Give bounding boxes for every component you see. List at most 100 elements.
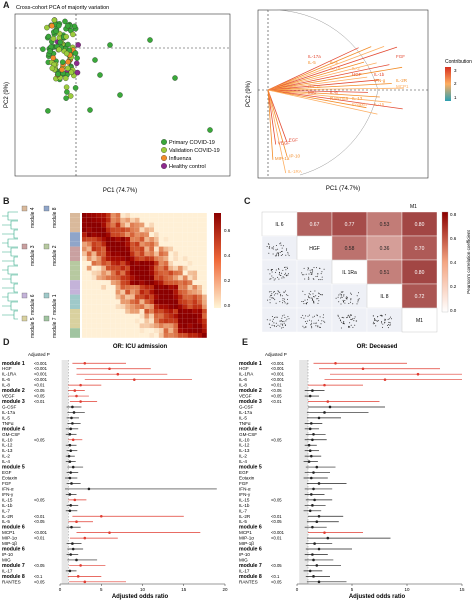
row-label: FGF [2, 481, 11, 486]
heatmap-cell [110, 256, 116, 261]
estimate-point [310, 422, 313, 425]
heatmap-cell [187, 227, 193, 233]
heatmap-cell [149, 309, 154, 314]
row-label: IL-2 [2, 454, 10, 459]
heatmap-cell [149, 323, 154, 329]
scatter-dot [319, 267, 321, 269]
scatter-dot [280, 295, 281, 297]
estimate-point [311, 438, 314, 442]
x-tick-label: 0 [59, 587, 62, 592]
scatter-dot [283, 277, 285, 279]
panel-d-xlabel: Adjusted odds ratio [112, 594, 169, 600]
heatmap-cell [158, 270, 164, 276]
heatmap-cell [130, 237, 135, 242]
loading-arrow [267, 61, 365, 91]
heatmap-cell [192, 261, 198, 266]
heatmap-cell [202, 285, 207, 290]
module-row-band [70, 217, 80, 223]
heatmap-cell [202, 294, 207, 300]
module-row-band [70, 328, 80, 333]
heatmap-cell [178, 213, 183, 218]
row-label: IL-4 [239, 459, 247, 464]
heatmap-cell [115, 299, 121, 305]
module-label: module 7 [52, 317, 58, 338]
scatter-dot [286, 303, 288, 305]
heatmap-cell [139, 246, 145, 252]
scatter-dot [268, 252, 270, 254]
heatmap-cell [154, 333, 159, 338]
heatmap-cell [106, 333, 111, 338]
loading-arrow [267, 47, 359, 91]
scatter-dot [303, 267, 305, 269]
panel-a-title: Cross-cohort PCA of majority variation [16, 5, 109, 11]
scatter-dot [313, 267, 315, 268]
heatmap-cell [187, 241, 193, 247]
scatter-dot [284, 298, 286, 300]
estimate-point [75, 520, 78, 524]
heatmap-cell [182, 246, 188, 252]
heatmap-cell [91, 309, 97, 314]
scatter-dot [278, 254, 280, 256]
heatmap-cell [197, 313, 202, 319]
scatter-dot [373, 321, 375, 323]
heatmap-cell [96, 289, 102, 295]
heatmap-cell [82, 309, 87, 314]
heatmap-cell [91, 275, 97, 281]
heatmap-cell [120, 251, 126, 257]
heatmap-cell [120, 246, 126, 252]
row-label: module 2 [239, 388, 262, 394]
heatmap-cell [182, 299, 188, 305]
row-label: RANTES [239, 579, 258, 584]
heatmap-cell [158, 217, 164, 223]
row-label: module 1 [239, 361, 262, 367]
estimate-point [317, 514, 321, 518]
heatmap-cell [120, 328, 126, 333]
heatmap-cell [139, 232, 145, 237]
heatmap-cell [96, 261, 102, 266]
loading-arrow [267, 83, 392, 91]
loading-label: IFN-g [374, 78, 386, 83]
loading-arrow [267, 89, 367, 109]
scatter-dot [309, 294, 311, 296]
scatter-dot [308, 292, 310, 294]
heatmap-cell [192, 213, 198, 218]
heatmap-cell [168, 333, 174, 338]
heatmap-cell [96, 217, 102, 223]
row-label: module 2 [2, 388, 25, 394]
heatmap-cell [110, 323, 116, 329]
row-label: EGF [239, 470, 249, 475]
scatter-dot [279, 320, 281, 322]
scatter-dot [274, 255, 276, 257]
row-adj-p: <0.001 [34, 377, 48, 382]
heatmap-cell [168, 265, 174, 271]
row-adj-p: <0.01 [34, 383, 45, 388]
scatter-dot [307, 299, 308, 301]
heatmap-cell [192, 328, 198, 333]
heatmap-cell [158, 328, 164, 333]
estimate-point [79, 400, 82, 403]
heatmap-cell [192, 323, 198, 329]
scatter-point [147, 37, 153, 43]
row-label: MIG [239, 557, 248, 562]
loading-arrow [267, 64, 390, 91]
heatmap-cell [192, 275, 198, 281]
heatmap-cell [125, 309, 130, 314]
heatmap-cell [86, 275, 92, 281]
legend-swatch [161, 139, 167, 145]
row-adj-p: <0.01 [271, 536, 282, 541]
heatmap-cell [125, 261, 130, 266]
row-adj-p: <0.05 [271, 388, 282, 393]
loading-label: RANTES [330, 96, 348, 101]
heatmap-cell [163, 222, 169, 228]
heatmap-cell [149, 328, 154, 333]
heatmap-cell [96, 304, 102, 309]
scatter-dot [350, 299, 352, 301]
scatter-dot [315, 322, 317, 324]
scatter-dot [312, 293, 314, 295]
heatmap-cell [149, 261, 154, 266]
estimate-point [87, 487, 91, 491]
heatmap-cell [163, 318, 169, 324]
heatmap-cell [139, 241, 145, 247]
scatter-dot [275, 316, 277, 318]
scatter-dot [274, 317, 275, 319]
